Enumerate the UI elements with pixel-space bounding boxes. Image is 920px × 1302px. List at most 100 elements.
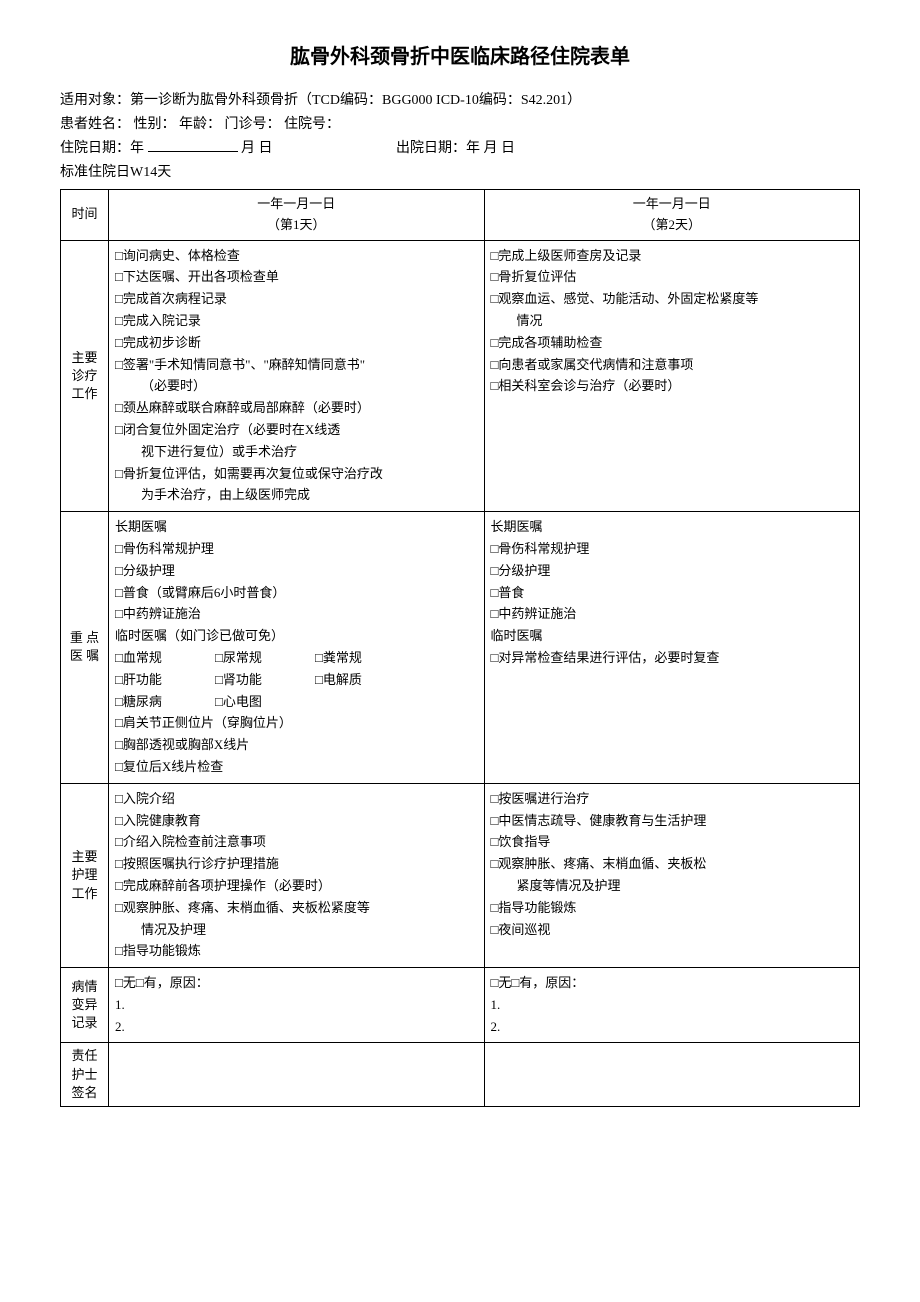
checkbox-item[interactable]: □尿常规 xyxy=(215,648,315,669)
row-label-variation: 病情 变异 记录 xyxy=(61,968,109,1043)
day1-sub: （第1天） xyxy=(115,215,478,236)
line-item: □复位后X线片检查 xyxy=(115,757,478,778)
line-item: □颈丛麻醉或联合麻醉或局部麻醉（必要时） xyxy=(115,398,478,419)
line-item: 临时医嘱 xyxy=(491,626,854,647)
discharge-label: 出院日期：年 月 日 xyxy=(396,137,515,157)
line-item: □相关科室会诊与治疗（必要时） xyxy=(491,376,854,397)
line-item: □骨折复位评估 xyxy=(491,267,854,288)
line-item: □糖尿病□心电图 xyxy=(115,692,478,713)
line-item: □骨伤科常规护理 xyxy=(115,539,478,560)
checkbox-item[interactable]: □肝功能 xyxy=(115,670,215,691)
checkbox-item[interactable]: □电解质 xyxy=(315,670,415,691)
nursing-day1: □入院介绍□入院健康教育□介绍入院检查前注意事项□按照医嘱执行诊疗护理措施□完成… xyxy=(109,783,485,967)
variation-d2-line3[interactable]: 2. xyxy=(491,1017,854,1038)
row-label-orders: 重 点 医 嘱 xyxy=(61,512,109,784)
line-item: □向患者或家属交代病情和注意事项 xyxy=(491,355,854,376)
variation-d1-line3[interactable]: 2. xyxy=(115,1017,478,1038)
variation-d2-line1[interactable]: □无□有，原因： xyxy=(491,973,854,994)
header-time: 时间 xyxy=(61,190,109,241)
line-item: （必要时） xyxy=(115,376,478,397)
checkbox-item[interactable]: □肾功能 xyxy=(215,670,315,691)
day1-date: 一年一月一日 xyxy=(115,194,478,215)
mainwork-label-text: 主要诊疗工作 xyxy=(67,349,102,404)
line-item: □中药辨证施治 xyxy=(491,604,854,625)
line-item: □完成首次病程记录 xyxy=(115,289,478,310)
line-item: 为手术治疗，由上级医师完成 xyxy=(115,485,478,506)
line-item: □完成各项辅助检查 xyxy=(491,333,854,354)
nursesign-day2[interactable] xyxy=(484,1043,860,1107)
row-label-nursesign: 责任 护士 签名 xyxy=(61,1043,109,1107)
header-day2: 一年一月一日 （第2天） xyxy=(484,190,860,241)
nursesign-label-text: 责任 护士 签名 xyxy=(67,1047,102,1102)
variation-d1-line2[interactable]: 1. xyxy=(115,995,478,1016)
admission-label: 住院日期：年 xyxy=(60,141,144,156)
line-item: □指导功能锻炼 xyxy=(491,898,854,919)
line-item: □完成入院记录 xyxy=(115,311,478,332)
patient-line: 患者姓名： 性别： 年龄： 门诊号： 住院号： xyxy=(60,113,860,133)
row-label-mainwork: 主要诊疗工作 xyxy=(61,240,109,512)
line-item: □入院介绍 xyxy=(115,789,478,810)
line-item: 紧度等情况及护理 xyxy=(491,876,854,897)
checkbox-item[interactable]: □血常规 xyxy=(115,648,215,669)
nursesign-day1[interactable] xyxy=(109,1043,485,1107)
pathway-table: 时间 一年一月一日 （第1天） 一年一月一日 （第2天） 主要诊疗工作 □询问病… xyxy=(60,189,860,1107)
day2-sub: （第2天） xyxy=(491,215,854,236)
line-item: □观察血运、感觉、功能活动、外固定松紧度等 xyxy=(491,289,854,310)
orders-label-text: 重 点 医 嘱 xyxy=(67,629,102,665)
day2-date: 一年一月一日 xyxy=(491,194,854,215)
standard-days: 标准住院日W14天 xyxy=(60,161,860,181)
line-item: □介绍入院检查前注意事项 xyxy=(115,832,478,853)
line-item: □分级护理 xyxy=(491,561,854,582)
line-item: □肩关节正侧位片（穿胸位片） xyxy=(115,713,478,734)
applicable-line: 适用对象：第一诊断为肱骨外科颈骨折（TCD编码：BGG000 ICD-10编码：… xyxy=(60,89,860,109)
line-item: □骨折复位评估，如需要再次复位或保守治疗改 xyxy=(115,464,478,485)
orders-day2: 长期医嘱□骨伤科常规护理□分级护理□普食□中药辨证施治临时医嘱□对异常检查结果进… xyxy=(484,512,860,784)
line-item: □入院健康教育 xyxy=(115,811,478,832)
checkbox-item[interactable]: □心电图 xyxy=(215,692,315,713)
variation-day2: □无□有，原因： 1. 2. xyxy=(484,968,860,1043)
page-title: 肱骨外科颈骨折中医临床路径住院表单 xyxy=(60,40,860,69)
line-item: □按医嘱进行治疗 xyxy=(491,789,854,810)
mainwork-day2: □完成上级医师查房及记录□骨折复位评估□观察血运、感觉、功能活动、外固定松紧度等… xyxy=(484,240,860,512)
line-item: □血常规□尿常规□粪常规 xyxy=(115,648,478,669)
line-item: □下达医嘱、开出各项检查单 xyxy=(115,267,478,288)
line-item: □饮食指导 xyxy=(491,832,854,853)
mainwork-day1: □询问病史、体格检查□下达医嘱、开出各项检查单□完成首次病程记录□完成入院记录□… xyxy=(109,240,485,512)
checkbox-item[interactable]: □粪常规 xyxy=(315,648,415,669)
line-item: □骨伤科常规护理 xyxy=(491,539,854,560)
line-item: □询问病史、体格检查 xyxy=(115,246,478,267)
line-item: 情况及护理 xyxy=(115,920,478,941)
nursing-label-text: 主要 护理 工作 xyxy=(67,848,102,903)
admission-suffix: 月 日 xyxy=(241,141,273,156)
line-item: □分级护理 xyxy=(115,561,478,582)
line-item: 视下进行复位）或手术治疗 xyxy=(115,442,478,463)
variation-d1-line1[interactable]: □无□有，原因： xyxy=(115,973,478,994)
line-item: □完成麻醉前各项护理操作（必要时） xyxy=(115,876,478,897)
line-item: 临时医嘱（如门诊已做可免） xyxy=(115,626,478,647)
line-item: 长期医嘱 xyxy=(491,517,854,538)
line-item: □闭合复位外固定治疗（必要时在X线透 xyxy=(115,420,478,441)
variation-label-text: 病情 变异 记录 xyxy=(67,978,102,1033)
line-item: □中医情志疏导、健康教育与生活护理 xyxy=(491,811,854,832)
line-item: □肝功能□肾功能□电解质 xyxy=(115,670,478,691)
line-item: □胸部透视或胸部X线片 xyxy=(115,735,478,756)
line-item: 情况 xyxy=(491,311,854,332)
line-item: □签署"手术知情同意书"、"麻醉知情同意书" xyxy=(115,355,478,376)
line-item: □夜间巡视 xyxy=(491,920,854,941)
line-item: □观察肿胀、疼痛、末梢血循、夹板松紧度等 xyxy=(115,898,478,919)
checkbox-item[interactable]: □糖尿病 xyxy=(115,692,215,713)
row-label-nursing: 主要 护理 工作 xyxy=(61,783,109,967)
line-item: □按照医嘱执行诊疗护理措施 xyxy=(115,854,478,875)
line-item: □指导功能锻炼 xyxy=(115,941,478,962)
admission-blank[interactable] xyxy=(148,138,238,152)
variation-day1: □无□有，原因： 1. 2. xyxy=(109,968,485,1043)
line-item: 长期医嘱 xyxy=(115,517,478,538)
variation-d2-line2[interactable]: 1. xyxy=(491,995,854,1016)
line-item: □普食 xyxy=(491,583,854,604)
line-item: □观察肿胀、疼痛、末梢血循、夹板松 xyxy=(491,854,854,875)
line-item: □完成上级医师查房及记录 xyxy=(491,246,854,267)
line-item: □完成初步诊断 xyxy=(115,333,478,354)
dates-line: 住院日期：年 月 日 出院日期：年 月 日 xyxy=(60,137,860,157)
line-item: □对异常检查结果进行评估，必要时复查 xyxy=(491,648,854,669)
line-item: □普食（或臂麻后6小时普食） xyxy=(115,583,478,604)
